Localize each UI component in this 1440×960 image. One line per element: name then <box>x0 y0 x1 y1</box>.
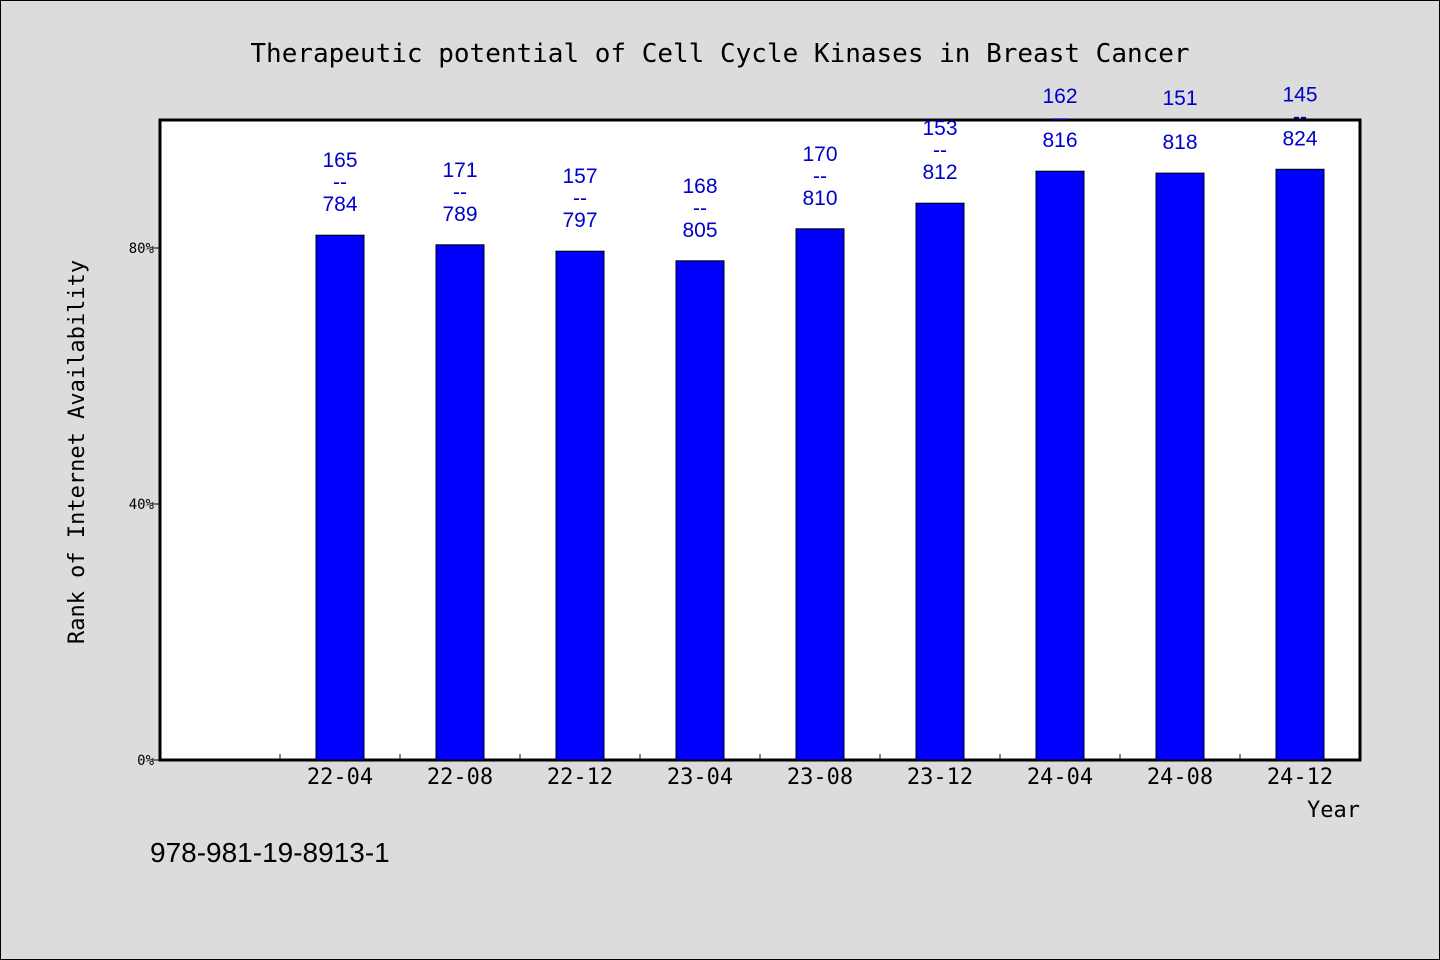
x-axis-label: Year <box>1307 798 1360 823</box>
data-label-bottom: 789 <box>442 203 477 226</box>
bar-22-08 <box>435 244 485 761</box>
data-label-top: 162 <box>1042 85 1077 108</box>
data-label-bottom: 784 <box>322 193 357 216</box>
x-tick-label: 23-12 <box>907 765 973 790</box>
bar-22-12 <box>555 250 605 761</box>
bar-23-04 <box>675 260 725 761</box>
data-label-bottom: 824 <box>1282 127 1317 150</box>
data-label-top: 157 <box>562 165 597 188</box>
data-label-bottom: 816 <box>1042 129 1077 152</box>
bar-23-08 <box>795 228 845 761</box>
bar-23-12 <box>915 202 965 761</box>
data-label-top: 151 <box>1162 87 1197 110</box>
bar-24-08 <box>1155 172 1205 761</box>
isbn-text: 978-981-19-8913-1 <box>150 837 390 868</box>
data-label-separator: -- <box>453 181 467 204</box>
x-tick-label: 23-08 <box>787 765 853 790</box>
data-label-top: 153 <box>922 117 957 140</box>
data-label-separator: -- <box>573 187 587 210</box>
data-label-top: 170 <box>802 143 837 166</box>
x-tick-label: 22-08 <box>427 765 493 790</box>
data-label-top: 168 <box>682 175 717 198</box>
data-label-bottom: 797 <box>562 209 597 232</box>
x-tick-label: 24-08 <box>1147 765 1213 790</box>
bar-24-12 <box>1275 168 1325 761</box>
y-tick-label: 80% <box>129 241 155 257</box>
data-label-separator: -- <box>1053 107 1067 130</box>
data-labels: 784--165789--171797--157805--168810--170… <box>322 83 1317 242</box>
bars <box>315 168 1325 761</box>
x-tick-label: 23-04 <box>667 765 733 790</box>
data-label-top: 145 <box>1282 83 1317 106</box>
bar-22-04 <box>315 234 365 761</box>
data-label-separator: -- <box>813 165 827 188</box>
x-tick-label: 24-04 <box>1027 765 1093 790</box>
data-label-bottom: 810 <box>802 187 837 210</box>
data-label-top: 165 <box>322 149 357 172</box>
data-label-separator: -- <box>333 171 347 194</box>
chart-title: Therapeutic potential of Cell Cycle Kina… <box>250 39 1189 69</box>
x-tick-label: 22-12 <box>547 765 613 790</box>
x-tick-label: 22-04 <box>307 765 373 790</box>
data-label-bottom: 812 <box>922 161 957 184</box>
data-label-separator: -- <box>693 197 707 220</box>
y-axis-label: Rank of Internet Availability <box>65 260 90 644</box>
data-label-top: 171 <box>442 159 477 182</box>
y-tick-label: 40% <box>129 497 155 513</box>
x-axis-ticks: 22-04 22-08 22-12 23-04 23-08 23-12 24-04 24-08… <box>279 754 1361 790</box>
data-label-separator: -- <box>933 139 947 162</box>
data-label-bottom: 805 <box>682 219 717 242</box>
bar-24-04 <box>1035 170 1085 761</box>
x-tick-label: 24-12 <box>1267 765 1333 790</box>
y-axis-ticks: 0% 40% 80% <box>129 241 160 769</box>
data-label-bottom: 818 <box>1162 131 1197 154</box>
y-tick-label: 0% <box>137 753 154 769</box>
data-label-separator: -- <box>1293 105 1307 128</box>
